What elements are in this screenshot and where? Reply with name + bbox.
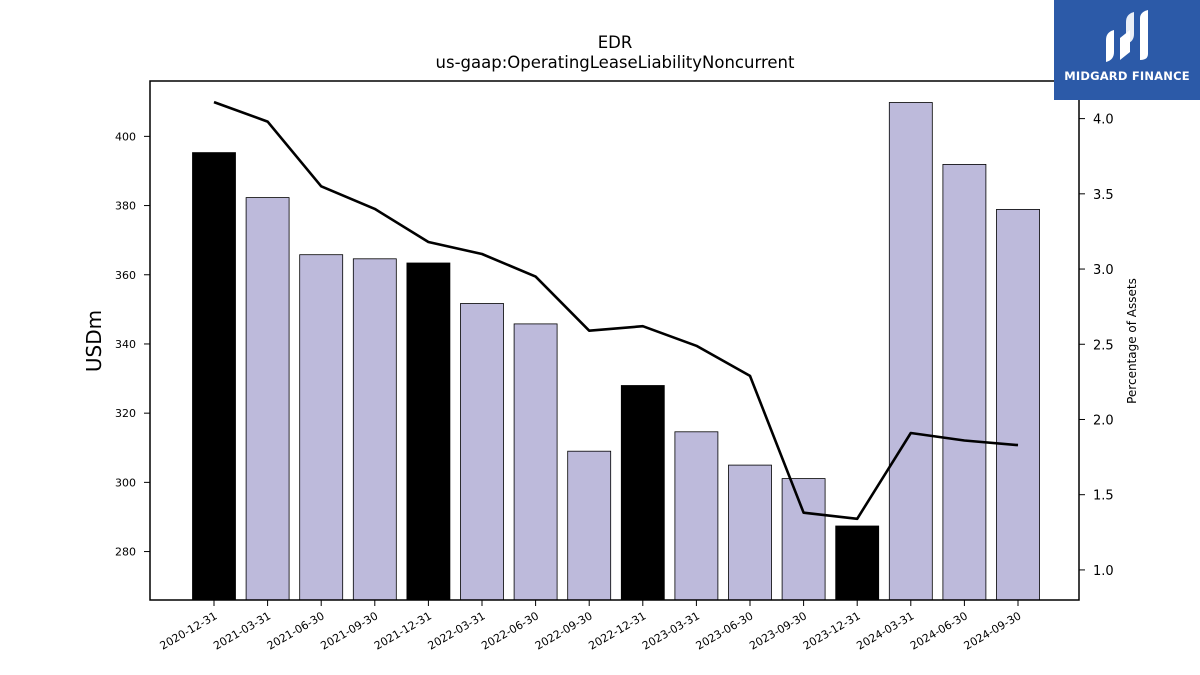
bar-2023-06-30: [728, 464, 772, 601]
bar-2023-09-30: [781, 478, 826, 601]
bar-2024-09-30: [996, 208, 1040, 601]
x-tick-label-2023-12-31: 2023-12-31: [801, 609, 863, 652]
x-tick-label-2021-12-31: 2021-12-31: [372, 609, 434, 652]
y-tick-label-380: 380: [115, 200, 136, 213]
x-tick-label-2020-12-31: 2020-12-31: [158, 609, 220, 652]
y2-tick-label-1.0: 1.0: [1093, 564, 1114, 579]
y2-tick-label-2.5: 2.5: [1093, 338, 1114, 353]
bar-2022-03-31: [460, 303, 504, 601]
bar-2023-03-31: [674, 431, 719, 601]
x-tick-label-2022-06-30: 2022-06-30: [479, 609, 541, 652]
bar-2022-09-30: [567, 450, 612, 601]
x-tick-label-2022-09-30: 2022-09-30: [533, 609, 595, 652]
x-tick-label-2024-06-30: 2024-06-30: [908, 609, 970, 652]
x-tick-label-2022-03-31: 2022-03-31: [426, 609, 488, 652]
bar-2021-03-31: [245, 197, 290, 601]
x-tick-label-2024-03-31: 2024-03-31: [854, 609, 916, 652]
chart-title: EDR: [598, 33, 633, 52]
x-tick-label-2024-09-30: 2024-09-30: [962, 609, 1024, 652]
x-tick-label-2023-03-31: 2023-03-31: [640, 609, 702, 652]
y-tick-label-280: 280: [115, 546, 136, 559]
right-y-axis: 1.0 1.5 2.0 2.5 3.0 3.5 4.0: [1079, 113, 1114, 579]
y-tick-label-340: 340: [115, 338, 136, 351]
plot-frame: [149, 80, 1080, 601]
bar-2021-09-30: [352, 258, 397, 601]
percentage-of-assets-line: [213, 100, 1019, 521]
midgard-finance-logo: MIDGARD FINANCE: [1054, 0, 1200, 100]
y-axis-label: USDm: [82, 310, 106, 372]
logo-text: MIDGARD FINANCE: [1064, 69, 1190, 83]
y2-tick-label-4.0: 4.0: [1093, 113, 1114, 128]
y2-tick-label-3.5: 3.5: [1093, 188, 1114, 203]
y2-tick-label-3.0: 3.0: [1093, 263, 1114, 278]
y2-tick-label-2.0: 2.0: [1093, 413, 1114, 428]
y2-tick-label-1.5: 1.5: [1093, 489, 1114, 504]
line-group: [213, 100, 1019, 521]
y-tick-label-360: 360: [115, 269, 136, 282]
y-tick-label-320: 320: [115, 407, 136, 420]
bar-2021-12-31: [406, 262, 451, 601]
x-tick-label-2021-06-30: 2021-06-30: [265, 609, 327, 652]
bar-2024-03-31: [888, 102, 933, 601]
bar-2022-12-31: [620, 385, 665, 601]
bars-group: [192, 102, 1040, 601]
x-tick-label-2022-12-31: 2022-12-31: [586, 609, 648, 652]
left-y-axis: 280 300 320 340 360 380 400: [115, 130, 150, 559]
x-tick-label-2021-03-31: 2021-03-31: [211, 609, 273, 652]
bar-2021-06-30: [299, 254, 344, 601]
x-tick-label-2023-09-30: 2023-09-30: [747, 609, 809, 652]
y-tick-label-300: 300: [115, 476, 136, 489]
y2-axis-label: Percentage of Assets: [1125, 278, 1139, 404]
bar-2022-06-30: [513, 323, 558, 601]
bar-2020-12-31: [192, 152, 236, 601]
chart-subtitle: us-gaap:OperatingLeaseLiabilityNoncurren…: [436, 53, 795, 72]
y-tick-label-400: 400: [115, 130, 136, 143]
x-tick-label-2021-09-30: 2021-09-30: [318, 609, 380, 652]
midgard-logo-icon: [1106, 10, 1148, 62]
x-tick-label-2023-06-30: 2023-06-30: [694, 609, 756, 652]
x-axis: 2020-12-312021-03-312021-06-302021-09-30…: [158, 600, 1024, 653]
bar-2023-12-31: [835, 525, 880, 601]
bar-2024-06-30: [942, 163, 987, 601]
